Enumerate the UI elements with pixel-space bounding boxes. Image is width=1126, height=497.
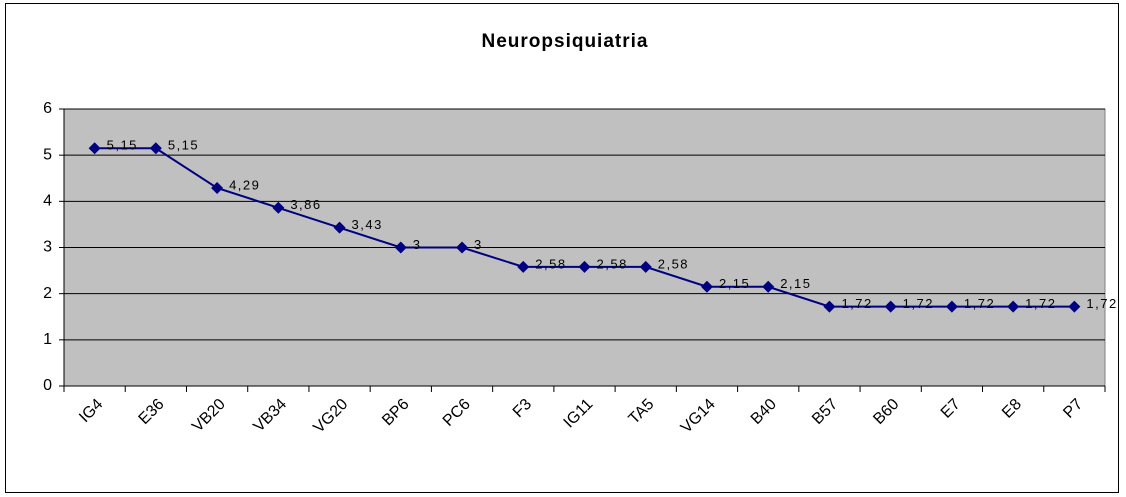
- marker: [1007, 300, 1020, 313]
- value-label: 5,15: [107, 138, 138, 153]
- y-tick-label: 3: [43, 239, 52, 256]
- marker: [517, 260, 530, 273]
- value-label: 5,15: [168, 138, 199, 153]
- marker: [762, 280, 775, 293]
- y-tick-label: 1: [43, 331, 52, 348]
- marker: [1068, 300, 1081, 313]
- marker: [456, 241, 469, 254]
- value-label: 2,58: [535, 256, 566, 271]
- marker: [211, 181, 224, 194]
- value-label: 3: [474, 237, 483, 252]
- value-label: 1,72: [1086, 296, 1117, 311]
- y-tick-label: 4: [43, 193, 52, 210]
- marker: [945, 300, 958, 313]
- value-label: 2,58: [597, 256, 628, 271]
- y-tick-label: 6: [43, 100, 52, 117]
- value-label: 3: [413, 237, 422, 252]
- marker: [639, 260, 652, 273]
- marker: [272, 201, 285, 214]
- marker: [88, 142, 101, 155]
- value-label: 1,72: [841, 296, 872, 311]
- marker: [149, 142, 162, 155]
- value-label: 3,43: [352, 217, 383, 232]
- marker: [333, 221, 346, 234]
- chart-title: Neuropsiquiatria: [482, 31, 649, 52]
- marker: [823, 300, 836, 313]
- marker: [884, 300, 897, 313]
- marker: [394, 241, 407, 254]
- y-tick-label: 2: [43, 285, 52, 302]
- value-label: 1,72: [1025, 296, 1056, 311]
- value-label: 2,15: [719, 276, 750, 291]
- value-label: 2,15: [780, 276, 811, 291]
- marker: [700, 280, 713, 293]
- value-label: 4,29: [229, 177, 260, 192]
- y-tick-label: 0: [43, 377, 52, 394]
- value-label: 3,86: [290, 197, 321, 212]
- value-label: 1,72: [903, 296, 934, 311]
- value-label: 1,72: [964, 296, 995, 311]
- value-label: 2,58: [658, 256, 689, 271]
- y-tick-label: 5: [43, 146, 52, 163]
- marker: [578, 260, 591, 273]
